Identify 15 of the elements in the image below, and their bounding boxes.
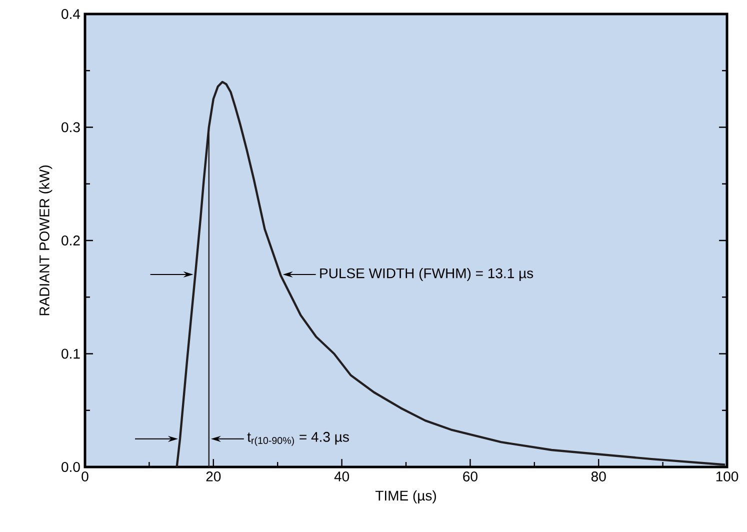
y-tick-label: 0.3	[62, 122, 80, 132]
x-tick-label: 80	[591, 472, 606, 482]
y-tick-label: 0.1	[62, 348, 80, 359]
annotation: t$_{r(10-90%)}$ = 4.3 µs	[247, 432, 349, 446]
x-tick-label: 0	[82, 472, 88, 482]
x-tick-label: 100	[716, 472, 738, 482]
x-axis-title: TIME (µs)	[375, 490, 436, 504]
y-tick-label: 0.0	[62, 462, 80, 472]
annotation: PULSE WIDTH (FWHM) = 13.1 µs	[320, 268, 534, 281]
y-tick-label: 0.2	[62, 236, 80, 246]
y-tick-label: 0.4	[62, 9, 80, 19]
x-tick-label: 40	[334, 472, 350, 482]
x-tick-label: 20	[206, 472, 221, 482]
x-tick-label: 60	[463, 472, 478, 482]
y-axis-title: RADIANT POWER (kW)	[39, 166, 52, 316]
